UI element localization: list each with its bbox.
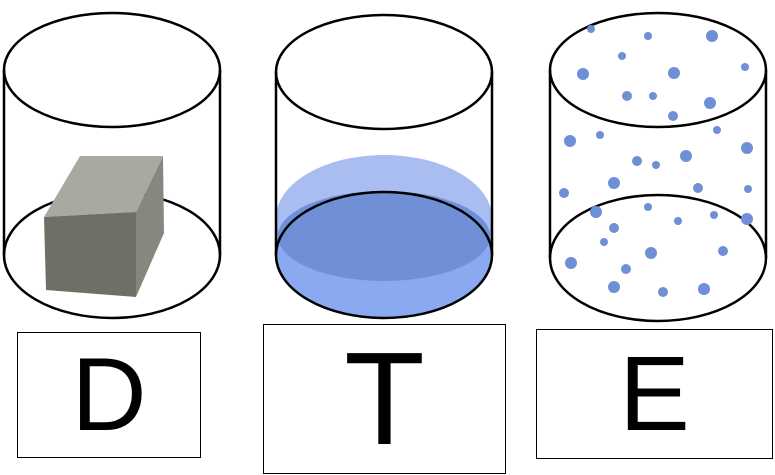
label-box-gas: E xyxy=(536,329,773,459)
container-solid xyxy=(2,11,222,320)
gas-particle xyxy=(600,238,608,246)
gas-particle xyxy=(713,126,721,134)
container-walls xyxy=(548,70,768,258)
gas-particle xyxy=(741,213,753,225)
gas-particle xyxy=(645,247,657,259)
liquid-surface xyxy=(278,191,490,281)
gas-particle xyxy=(710,211,718,219)
gas-particle xyxy=(596,131,604,139)
gas-particle xyxy=(644,203,652,211)
gas-particle xyxy=(652,161,660,169)
gas-particle xyxy=(565,257,577,269)
gas-particle xyxy=(622,91,632,101)
gas-particle xyxy=(621,264,631,274)
solid-block-icon xyxy=(44,156,164,297)
gas-particle xyxy=(609,223,619,233)
block-side-face xyxy=(136,156,164,297)
container-top xyxy=(274,13,494,131)
gas-particle xyxy=(608,281,620,293)
gas-particle xyxy=(559,188,569,198)
gas-particle xyxy=(577,68,589,80)
gas-particle xyxy=(590,206,602,218)
label-letter: T xyxy=(344,325,425,472)
gas-particle xyxy=(693,183,703,193)
gas-particle xyxy=(741,63,749,71)
gas-particles-icon xyxy=(559,25,753,297)
label-letter: E xyxy=(619,335,690,453)
states-of-matter-diagram xyxy=(2,11,768,323)
label-letter: D xyxy=(71,337,147,453)
block-top-face xyxy=(44,156,163,217)
container-top xyxy=(548,11,768,129)
gas-particle xyxy=(644,32,652,40)
gas-particle xyxy=(668,111,678,121)
container-gas xyxy=(548,11,768,323)
label-box-solid: D xyxy=(17,332,201,458)
container-bottom xyxy=(548,193,768,323)
gas-particle xyxy=(618,52,626,60)
gas-particle xyxy=(564,135,576,147)
gas-particle xyxy=(706,30,718,42)
gas-particle xyxy=(698,283,710,295)
gas-particle xyxy=(704,97,716,109)
gas-particle xyxy=(668,67,680,79)
liquid-icon xyxy=(276,155,492,318)
gas-particle xyxy=(649,92,657,100)
gas-particle xyxy=(680,150,692,162)
gas-particle xyxy=(632,156,642,166)
container-top xyxy=(2,11,222,129)
gas-particle xyxy=(674,217,682,225)
block-front-face xyxy=(44,212,136,297)
container-walls xyxy=(274,72,494,255)
gas-particle xyxy=(658,287,668,297)
gas-particle xyxy=(718,246,728,256)
container-liquid xyxy=(274,13,494,320)
gas-particle xyxy=(587,25,595,33)
gas-particle xyxy=(608,177,620,189)
gas-particle xyxy=(744,185,752,193)
gas-particle xyxy=(741,142,753,154)
label-box-liquid: T xyxy=(263,324,506,474)
container-walls xyxy=(2,70,222,255)
